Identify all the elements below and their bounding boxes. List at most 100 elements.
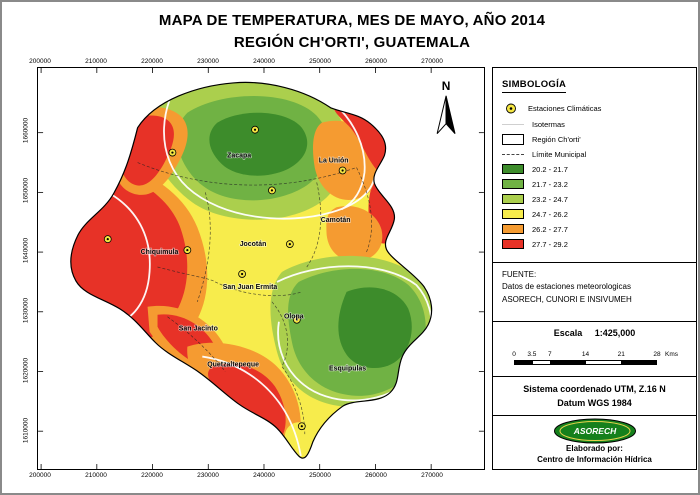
scale-tick: 28 [653,351,661,358]
scale-segment [550,361,586,364]
legend-item-isotherms: Isotermas [502,120,687,129]
place-label: La Unión [319,158,349,165]
y-axis-label: 1630000 [22,297,30,324]
temp-swatch [502,164,524,174]
legend-panel: SIMBOLOGÍA Estaciones Climáticas Isoterm… [492,67,697,263]
north-label: N [442,79,451,93]
place-label: Esquipulas [329,365,366,372]
place-label: Olopa [284,314,304,321]
legend-class-row: 26.2 - 27.7 [502,224,687,234]
temp-swatch [502,179,524,189]
temp-class-label: 27.7 - 29.2 [532,239,568,249]
x-axis-label: 260000 [365,58,387,65]
y-axis-label: 1610000 [22,417,30,444]
crs-panel: Sistema coordenado UTM, Z.16 N Datum WGS… [492,376,697,416]
map-title-line1: MAPA DE TEMPERATURA, MES DE MAYO, AÑO 20… [158,12,546,29]
legend-region-label: Región Ch'orti' [532,135,581,144]
station-marker [292,315,301,324]
scale-tick: 21 [617,351,625,358]
credits-line2: Centro de Información Hídrica [537,454,652,464]
y-axis-label: 1660000 [22,117,30,144]
x-axis-label: 240000 [253,58,275,65]
temp-swatch [502,239,524,249]
isotherm-line-icon [502,124,524,125]
x-axis-label: 230000 [197,58,219,65]
municipal-boundaries [137,162,372,435]
y-axis-label: 1620000 [22,357,30,384]
x-axis-label: 200000 [29,58,51,65]
scale-tick: 0 [512,351,516,358]
temperature-surface [70,82,432,459]
temp-swatch [502,194,524,204]
place-label: Quetzaltepeque [207,362,259,369]
x-axis-label: 210000 [85,58,107,65]
credits-line1: Elaborado por: [566,444,623,453]
station-marker [251,125,259,134]
scale-segment [585,361,621,364]
station-marker [338,166,347,175]
station-marker [238,270,246,278]
legend-class-row: 27.7 - 29.2 [502,239,687,249]
temp-class-label: 24.7 - 26.2 [532,209,568,219]
x-axis-label: 210000 [85,472,107,479]
scale-segment [515,361,533,364]
region-outline-icon [502,134,524,145]
x-axis-label: 230000 [197,472,219,479]
legend-class-row: 21.7 - 23.2 [502,179,687,189]
legend-class-row: 23.2 - 24.7 [502,194,687,204]
x-axis-label: 250000 [309,58,331,65]
legend-municipal-label: Límite Municipal [532,150,587,159]
place-label: Camotán [321,217,351,224]
x-axis-label: 200000 [29,472,51,479]
station-marker [268,186,276,195]
asorech-logo: ASORECH [553,418,636,444]
credits-panel: ASORECH Elaborado por: Centro de Informa… [492,415,697,470]
source-line1: Datos de estaciones meteorologicas [502,282,631,292]
station-icon [506,103,516,114]
dashed-line-icon [502,154,524,155]
scale-panel: Escala 1:425,000 0 3.5 7 14 21 28 Kms [492,321,697,377]
source-panel: FUENTE: Datos de estaciones meteorologic… [492,262,697,322]
scale-tick: 7 [547,351,552,358]
legend-item-region: Región Ch'orti' [502,134,687,145]
y-axis-label: 1640000 [22,237,30,264]
legend-item-stations: Estaciones Climáticas [502,102,687,115]
scale-label: Escala [553,328,583,338]
scale-bar: 0 3.5 7 14 21 28 Kms [512,351,678,369]
source-line2: ASORECH, CUNORI E INSIVUMEH [502,294,632,304]
station-marker [103,235,112,244]
axis-ticks [38,68,484,469]
legend-stations-label: Estaciones Climáticas [528,104,602,113]
x-axis-label: 270000 [421,472,443,479]
station-marker [297,422,306,431]
crs-line1: Sistema coordenado UTM, Z.16 N [523,384,666,394]
source-heading: FUENTE: [502,270,537,279]
place-label: Chiquimula [141,249,179,256]
place-label: San Jacinto [179,326,218,333]
legend-class-row: 20.2 - 21.7 [502,164,687,174]
place-labels: Zacapa La Unión Camotán Jocotán Chiquimu… [140,152,367,373]
scale-segment [532,361,551,364]
y-axis-label: 1650000 [22,177,30,204]
temp-class-label: 23.2 - 24.7 [532,194,568,204]
map-frame: Zacapa La Unión Camotán Jocotán Chiquimu… [37,67,485,470]
place-label: Jocotán [240,241,267,248]
map-title-line2: REGIÓN CH'ORTI', GUATEMALA [233,33,471,51]
legend-class-row: 24.7 - 26.2 [502,209,687,219]
scale-unit: Kms [665,351,678,358]
legend-isotherms-label: Isotermas [532,120,565,129]
crs-line2: Datum WGS 1984 [557,397,632,408]
region-outline [70,81,433,459]
temperature-map: Zacapa La Unión Camotán Jocotán Chiquimu… [38,68,484,469]
scale-tick: 14 [581,351,590,358]
x-axis-label: 260000 [365,472,387,479]
legend-item-municipal: Límite Municipal [502,150,687,159]
temp-swatch [502,209,524,219]
scale-heading: Escala 1:425,000 [502,328,687,338]
x-axis-label: 270000 [421,58,443,65]
page-title: MAPA DE TEMPERATURA, MES DE MAYO, AÑO 20… [2,10,698,54]
scale-segment [620,361,656,364]
scale-value: 1:425,000 [594,328,636,338]
temp-class-label: 26.2 - 27.7 [532,224,568,234]
